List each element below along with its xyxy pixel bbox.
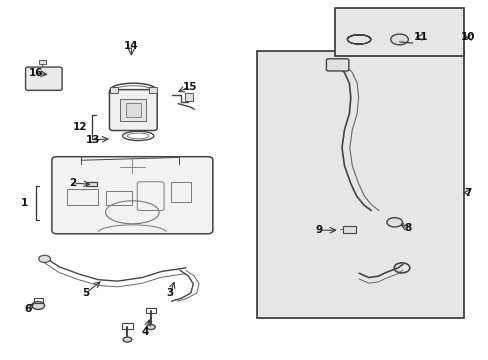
Bar	[149, 87, 157, 93]
Bar	[105, 191, 132, 205]
Ellipse shape	[146, 324, 155, 329]
Text: 11: 11	[413, 32, 427, 42]
Text: 13: 13	[86, 135, 101, 145]
Text: 15: 15	[182, 82, 197, 92]
Ellipse shape	[390, 34, 407, 45]
Bar	[110, 87, 118, 93]
Bar	[184, 93, 193, 101]
Bar	[39, 60, 46, 64]
Bar	[34, 298, 42, 303]
Ellipse shape	[39, 255, 50, 262]
Bar	[145, 308, 156, 314]
Bar	[343, 226, 355, 233]
Text: 7: 7	[463, 188, 470, 198]
Bar	[171, 182, 190, 202]
FancyBboxPatch shape	[109, 90, 157, 131]
Text: 2: 2	[69, 178, 76, 188]
Bar	[86, 182, 97, 186]
Ellipse shape	[123, 337, 132, 342]
Text: 12: 12	[72, 122, 87, 132]
Bar	[126, 103, 141, 117]
FancyBboxPatch shape	[326, 59, 348, 71]
Ellipse shape	[32, 302, 44, 310]
Text: 4: 4	[142, 327, 149, 337]
FancyBboxPatch shape	[52, 157, 212, 234]
Text: 3: 3	[166, 288, 174, 298]
Bar	[120, 99, 146, 121]
Text: 6: 6	[24, 304, 31, 314]
Text: 9: 9	[314, 225, 322, 235]
Bar	[122, 323, 133, 329]
Text: 10: 10	[460, 32, 474, 42]
Text: 5: 5	[82, 288, 89, 298]
Text: 14: 14	[124, 41, 139, 50]
Text: 8: 8	[404, 224, 410, 233]
Text: 16: 16	[28, 68, 43, 78]
Bar	[66, 189, 98, 205]
Text: 1: 1	[20, 198, 28, 208]
Ellipse shape	[386, 218, 402, 227]
Bar	[334, 8, 463, 56]
Bar	[256, 51, 463, 318]
FancyBboxPatch shape	[25, 67, 62, 90]
